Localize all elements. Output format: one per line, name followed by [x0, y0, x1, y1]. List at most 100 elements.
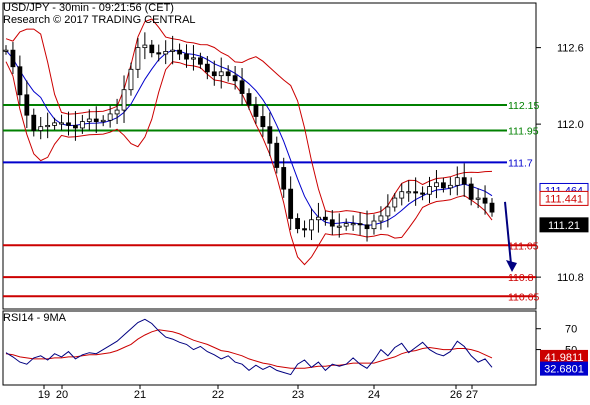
candle-body: [406, 191, 412, 194]
candle-body: [86, 118, 92, 122]
candle-body: [413, 191, 419, 194]
forecast-arrow-shaft: [504, 201, 512, 265]
candle-body: [246, 93, 252, 106]
candle-body: [329, 219, 335, 227]
candle-body: [371, 220, 377, 230]
candle-body: [170, 49, 176, 52]
price-axis-label: 110.8: [557, 272, 584, 284]
candle-body: [31, 114, 37, 131]
price-panel-frame: [2, 2, 537, 310]
candle-body: [128, 68, 134, 91]
candle-body: [191, 57, 196, 60]
candle-body: [17, 66, 23, 96]
candle-body: [440, 182, 446, 189]
candle-body: [114, 109, 120, 115]
candle-body: [392, 197, 398, 208]
rsi-line: [5, 318, 493, 376]
candle-body: [399, 191, 405, 199]
date-axis-label-27: 27: [466, 389, 478, 400]
candle-body: [218, 71, 224, 77]
candle-body: [3, 49, 9, 52]
moving-average-line: [5, 49, 493, 227]
price-tag-box-black: [539, 217, 589, 233]
price-axis-label: 112.0: [557, 119, 584, 131]
candle-body: [149, 44, 155, 54]
rsi-ma-line: [5, 329, 493, 369]
rsi-tag-41.9811: 41.9811: [545, 352, 584, 364]
candle-body: [447, 184, 453, 189]
forecast-arrow-head: [506, 260, 517, 273]
candle-body: [281, 167, 287, 190]
level-label-111.05: 111.05: [508, 240, 539, 252]
candle-body: [232, 75, 238, 82]
rsi-tag-box-red: [540, 349, 588, 364]
candle-body: [427, 186, 432, 195]
candle-body: [163, 51, 169, 55]
candle-body: [45, 125, 51, 128]
price-tag-111.21: 111.21: [548, 220, 580, 232]
candle-body: [225, 71, 231, 77]
candle-body: [135, 47, 141, 70]
candle-body: [336, 225, 342, 228]
price-axis-label: 112.6: [557, 43, 584, 55]
date-axis-label-22: 22: [212, 389, 224, 400]
candle-body: [364, 224, 370, 230]
candle-body: [461, 177, 467, 185]
candle-body: [107, 113, 113, 121]
candle-body: [322, 216, 328, 221]
date-axis-label-24: 24: [368, 389, 380, 400]
chart-credit: Research © 2017 TRADING CENTRAL: [3, 14, 196, 26]
level-label-110.8: 110.8: [508, 272, 534, 284]
level-label-111.95: 111.95: [508, 126, 539, 138]
candle-body: [357, 223, 363, 226]
date-axis-label-21: 21: [134, 389, 146, 400]
candle-body: [10, 49, 16, 68]
candle-body: [253, 104, 259, 117]
rsi-panel-frame: [2, 310, 537, 386]
rsi-tag-32.6801: 32.6801: [544, 364, 584, 376]
candle-body: [267, 126, 273, 144]
rsi-panel-title: RSI14 - 9MA: [3, 312, 66, 324]
level-label-110.65: 110.65: [508, 291, 539, 303]
candle-body: [211, 71, 217, 77]
candle-body: [274, 142, 280, 168]
candle-body: [121, 89, 127, 111]
candle-body: [295, 218, 301, 230]
date-axis-label-26: 26: [450, 389, 462, 400]
date-axis-label-20: 20: [56, 389, 68, 400]
candle-body: [59, 122, 64, 125]
chart-title: USD/JPY - 30min - 09:21:56 (CET): [3, 2, 174, 14]
candle-body: [156, 52, 162, 55]
candle-body: [316, 216, 321, 221]
candle-body: [24, 94, 30, 116]
candle-body: [73, 125, 78, 129]
candle-body: [489, 202, 495, 213]
candle-body: [260, 116, 266, 128]
rsi-axis-label: 70: [565, 324, 577, 336]
price-tag-box-red: [539, 190, 589, 206]
candle-body: [197, 57, 203, 65]
level-label-111.7: 111.7: [508, 157, 533, 169]
candle-body: [93, 118, 99, 122]
candle-body: [79, 121, 85, 129]
candle-body: [66, 122, 71, 126]
bollinger-upper: [5, 18, 493, 215]
candle-body: [204, 63, 210, 73]
candle-body: [350, 223, 356, 226]
date-axis-label-19: 19: [38, 389, 50, 400]
candle-body: [343, 223, 349, 227]
candle-body: [475, 197, 481, 200]
candle-body: [142, 44, 148, 49]
candle-body: [454, 177, 460, 186]
candle-body: [309, 219, 314, 231]
candle-body: [482, 197, 488, 204]
date-axis-label-23: 23: [292, 389, 304, 400]
candle-body: [434, 182, 439, 187]
candle-body: [302, 228, 307, 231]
candle-body: [468, 183, 474, 200]
candle-body: [177, 49, 182, 55]
rsi-tag-box-blue: [540, 361, 588, 376]
candle-body: [288, 188, 294, 219]
